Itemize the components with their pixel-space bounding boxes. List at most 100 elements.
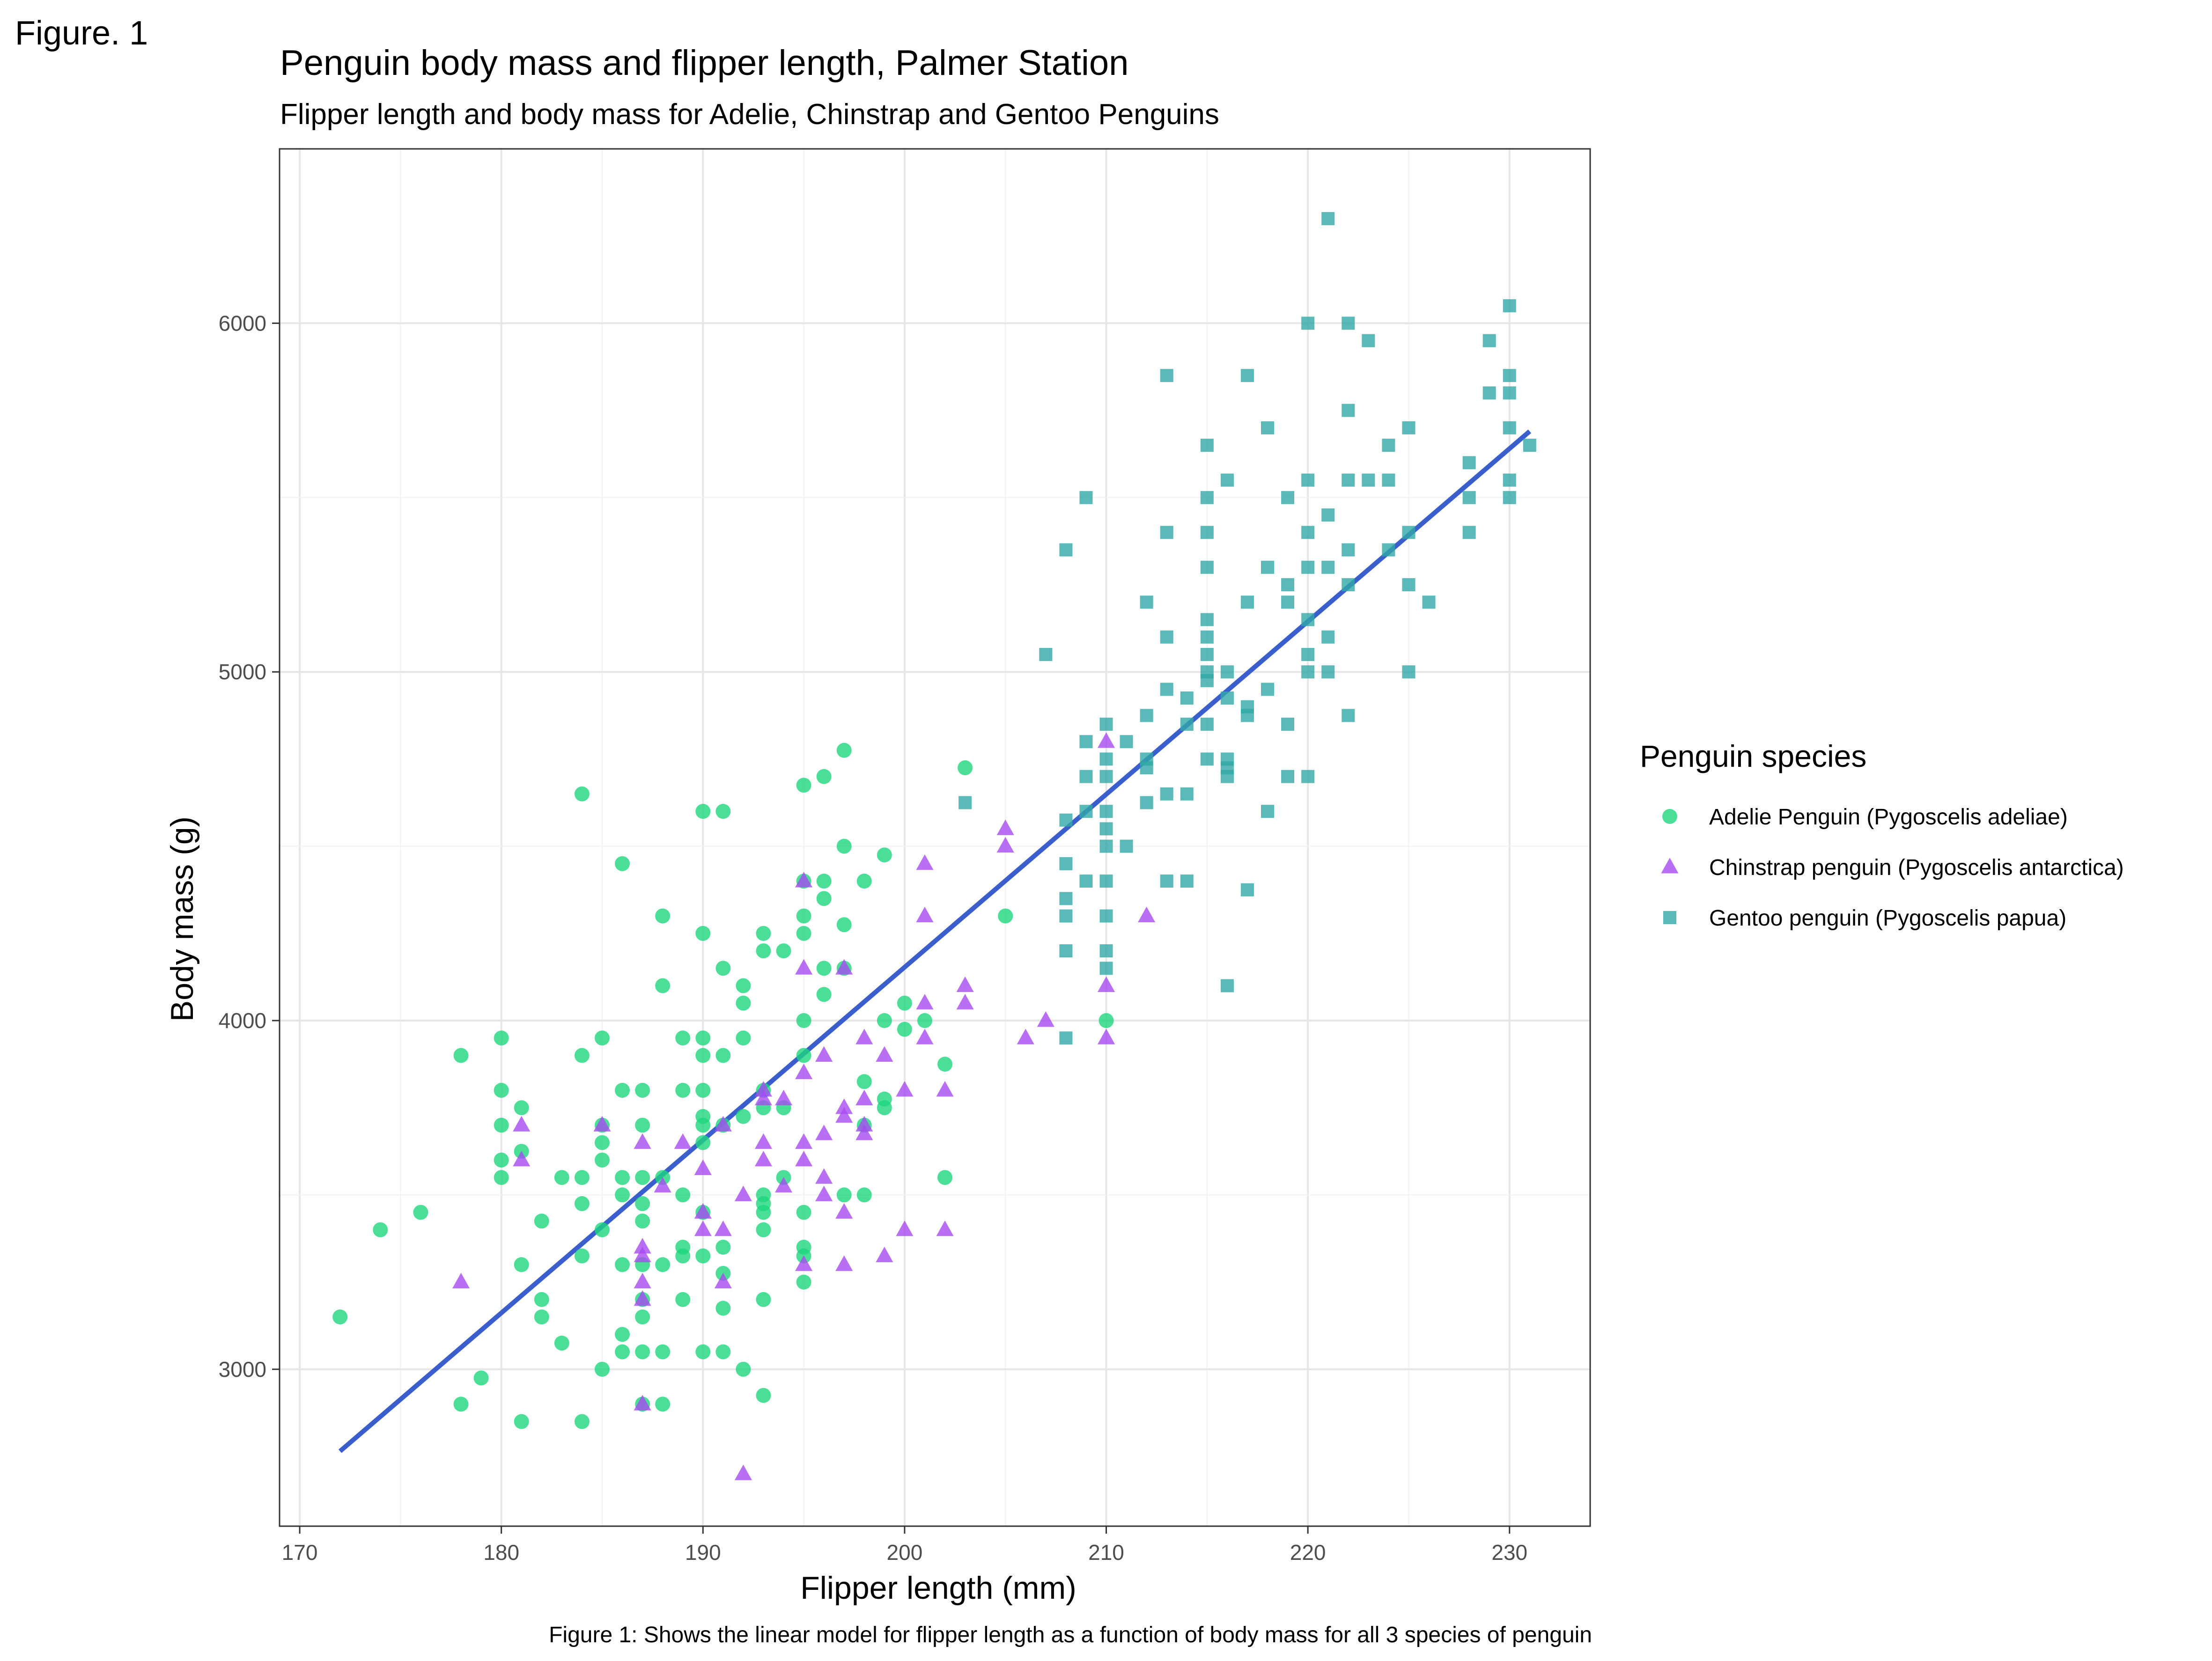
gentoo-point xyxy=(1240,709,1254,722)
chinstrap-point xyxy=(634,1246,651,1263)
gentoo-point xyxy=(1402,665,1416,679)
gentoo-point xyxy=(1281,770,1295,783)
gentoo-point xyxy=(1342,473,1355,487)
adelie-point xyxy=(715,1048,731,1063)
adelie-point xyxy=(796,1013,811,1029)
adelie-point xyxy=(816,987,832,1002)
chinstrap-point xyxy=(754,1133,773,1149)
adelie-point xyxy=(635,1196,650,1212)
chinstrap-point xyxy=(855,1029,873,1044)
axes: 170 180 190 200 210 220 230 3000 4000 5000 6000 xyxy=(219,311,1527,1565)
gentoo-point xyxy=(1099,717,1113,731)
chinstrap-point xyxy=(896,1220,914,1236)
gentoo-point xyxy=(1301,665,1315,679)
data-points xyxy=(332,212,1536,1480)
adelie-point xyxy=(574,1414,590,1429)
chinstrap-point xyxy=(956,993,974,1010)
gentoo-point xyxy=(1462,526,1476,539)
adelie-point xyxy=(635,1309,650,1325)
adelie-point xyxy=(453,1048,469,1063)
gentoo-point xyxy=(1342,404,1355,417)
gentoo-point xyxy=(1301,770,1315,783)
adelie-point xyxy=(736,995,751,1011)
x-axis-label: Flipper length (mm) xyxy=(800,1570,1077,1606)
adelie-point xyxy=(594,1152,610,1168)
gentoo-point xyxy=(1099,944,1113,958)
x-tick-label: 170 xyxy=(282,1540,318,1565)
gentoo-point xyxy=(1240,883,1254,897)
gentoo-point xyxy=(1342,543,1355,557)
legend-items: Adelie Penguin (Pygoscelis adeliae) Chins… xyxy=(1661,805,2124,931)
adelie-point xyxy=(756,926,771,941)
adelie-point xyxy=(615,1187,630,1203)
adelie-point xyxy=(494,1152,509,1168)
x-tick-label: 190 xyxy=(685,1540,721,1565)
gentoo-point xyxy=(1482,334,1496,347)
chinstrap-point xyxy=(734,1464,752,1480)
gentoo-point xyxy=(1200,526,1214,539)
gentoo-point xyxy=(1200,613,1214,626)
adelie-point xyxy=(695,1030,711,1046)
adelie-point xyxy=(856,874,872,889)
adelie-point xyxy=(715,1344,731,1360)
chinstrap-point xyxy=(452,1272,470,1289)
adelie-point xyxy=(514,1100,529,1116)
gentoo-point xyxy=(1281,595,1295,609)
chinstrap-point xyxy=(835,1203,853,1219)
adelie-point xyxy=(554,1170,569,1185)
gentoo-point xyxy=(1200,647,1214,661)
gentoo-point xyxy=(1059,813,1073,827)
gentoo-point xyxy=(1079,875,1093,888)
gentoo-point xyxy=(1342,578,1355,592)
adelie-point xyxy=(594,1222,610,1237)
gentoo-point xyxy=(1321,508,1335,522)
series-gentoo xyxy=(959,212,1536,1045)
chinstrap-point xyxy=(694,1203,712,1219)
adelie-point xyxy=(635,1170,650,1185)
gentoo-point xyxy=(1462,491,1476,504)
gentoo-point xyxy=(1160,683,1173,696)
chinstrap-point xyxy=(634,1238,651,1254)
adelie-point xyxy=(574,1170,590,1185)
gentoo-point xyxy=(1180,717,1194,731)
adelie-point xyxy=(675,1187,691,1203)
legend-label-gentoo: Gentoo penguin (Pygoscelis papua) xyxy=(1709,906,2066,931)
adelie-point xyxy=(594,1030,610,1046)
adelie-point xyxy=(715,1240,731,1255)
chinstrap-point xyxy=(855,1089,873,1106)
gentoo-point xyxy=(1503,369,1516,382)
adelie-point xyxy=(494,1082,509,1098)
gentoo-point xyxy=(1160,787,1173,801)
chinstrap-point xyxy=(996,819,1014,835)
x-tick-label: 180 xyxy=(483,1540,519,1565)
adelie-point xyxy=(998,908,1013,924)
adelie-point xyxy=(615,856,630,871)
adelie-point xyxy=(796,1274,811,1290)
grid-lines xyxy=(280,149,1590,1526)
gentoo-point xyxy=(1099,770,1113,783)
adelie-point xyxy=(655,978,671,993)
adelie-point xyxy=(675,1248,691,1264)
gentoo-point xyxy=(1342,316,1355,330)
adelie-point xyxy=(615,1327,630,1342)
gentoo-point xyxy=(1301,316,1315,330)
gentoo-point xyxy=(1342,709,1355,722)
adelie-point xyxy=(736,978,751,993)
gentoo-point xyxy=(1200,439,1214,452)
legend-key-adelie xyxy=(1662,809,1677,824)
adelie-point xyxy=(816,874,832,889)
gentoo-point xyxy=(1523,439,1536,452)
x-tick-label: 210 xyxy=(1088,1540,1124,1565)
chinstrap-point xyxy=(795,872,813,888)
chinstrap-point xyxy=(855,1124,873,1140)
gentoo-point xyxy=(1140,761,1153,775)
chinstrap-point xyxy=(634,1290,651,1306)
chinstrap-point xyxy=(876,1046,893,1062)
gentoo-point xyxy=(1362,334,1375,347)
adelie-point xyxy=(594,1361,610,1377)
gentoo-point xyxy=(1281,491,1295,504)
chinstrap-point xyxy=(754,1089,773,1106)
gentoo-point xyxy=(1503,473,1516,487)
